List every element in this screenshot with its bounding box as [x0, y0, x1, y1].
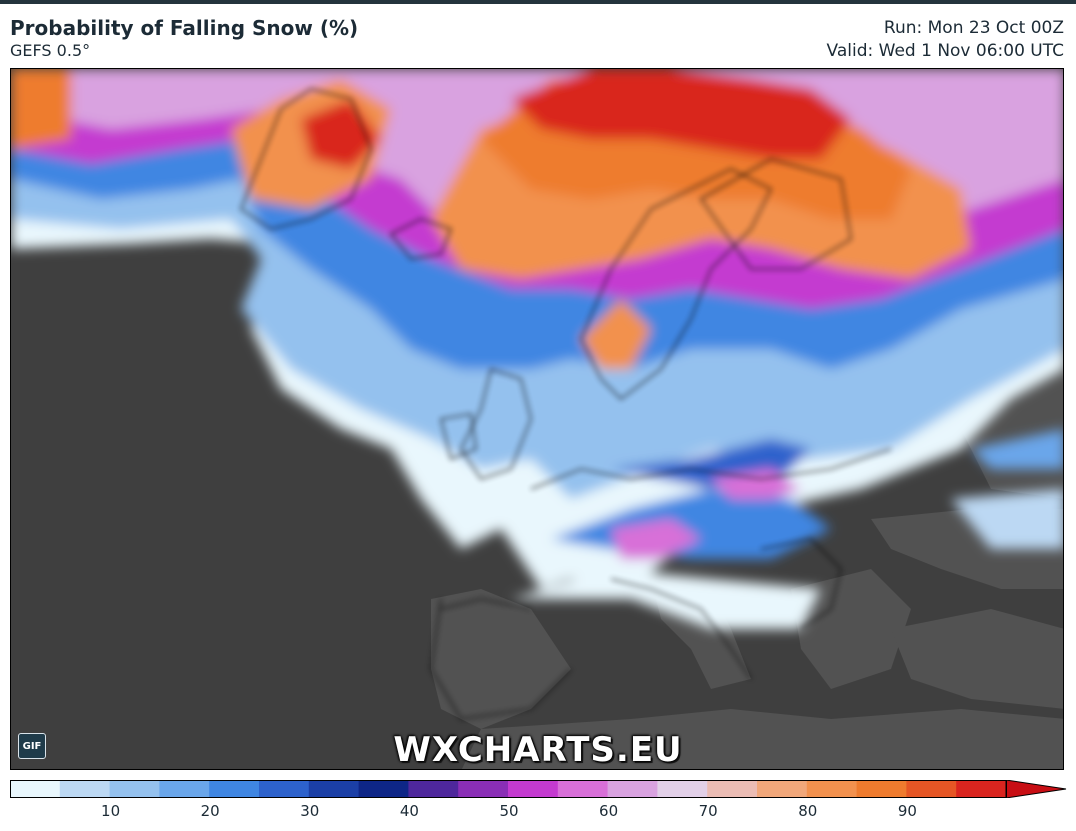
run-time: Run: Mon 23 Oct 00Z	[883, 18, 1064, 38]
map-title: Probability of Falling Snow (%)	[10, 16, 359, 40]
colorbar-extend-tip	[1005, 780, 1067, 798]
colorbar-tick-label: 50	[499, 802, 519, 820]
colorbar-tick-label: 70	[698, 802, 718, 820]
colorbar-cell	[806, 780, 858, 798]
colorbar-cell	[408, 780, 459, 798]
colorbar-tick-label: 90	[897, 802, 917, 820]
valid-time: Valid: Wed 1 Nov 06:00 UTC	[826, 41, 1064, 61]
colorbar-tick-label: 10	[101, 802, 121, 820]
colorbar-ticks: 10 20 30 40 50 60 70 80 90	[10, 800, 1064, 822]
model-name: GEFS 0.5°	[10, 41, 91, 60]
colorbar-cell	[906, 780, 957, 798]
colorbar-tick-label: 60	[599, 802, 619, 820]
coastlines	[240, 88, 892, 720]
colorbar-cell	[657, 780, 708, 798]
map-canvas	[11, 69, 1063, 769]
colorbar-cell	[607, 780, 658, 798]
colorbar-cell	[159, 780, 210, 798]
colorbar-cell	[458, 780, 509, 798]
colorbar-tick-label: 80	[798, 802, 818, 820]
gif-button[interactable]: GIF	[18, 733, 46, 759]
colorbar-cell	[59, 780, 111, 798]
colorbar-cell	[956, 780, 1007, 798]
snow-probability-map	[10, 68, 1064, 770]
colorbar-tick-label: 30	[300, 802, 320, 820]
colorbar	[10, 780, 1067, 798]
colorbar-cell	[856, 780, 907, 798]
top-accent-bar	[0, 0, 1076, 4]
colorbar-cell	[508, 780, 559, 798]
colorbar-cell	[259, 780, 310, 798]
colorbar-cell	[209, 780, 260, 798]
colorbar-cell	[10, 780, 61, 798]
colorbar-outline	[10, 780, 1007, 798]
colorbar-cell	[707, 780, 758, 798]
snow-field	[11, 69, 1063, 629]
colorbar-tick-label: 20	[200, 802, 220, 820]
colorbar-cell	[557, 780, 609, 798]
colorbar-cell	[358, 780, 409, 798]
colorbar-cell	[109, 780, 160, 798]
colorbar-tick-label: 40	[399, 802, 419, 820]
colorbar-cell	[308, 780, 360, 798]
colorbar-cell	[757, 780, 808, 798]
watermark-logo: WXCHARTS.EU	[393, 730, 683, 770]
